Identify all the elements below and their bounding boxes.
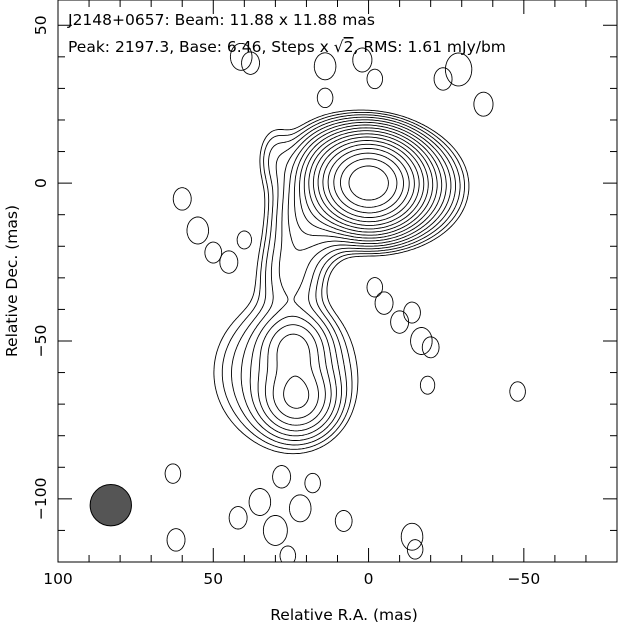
contour-level xyxy=(312,136,425,230)
negative-noise-contour xyxy=(433,67,453,91)
negative-noise-contour xyxy=(219,250,239,274)
contour-level xyxy=(272,127,438,419)
contour-level xyxy=(317,140,420,226)
positive-noise-contour xyxy=(166,528,186,552)
contour-level xyxy=(231,114,461,446)
contours xyxy=(213,109,470,455)
positive-noise-contour xyxy=(390,310,410,334)
contour-level xyxy=(322,143,415,223)
negative-noise-contour xyxy=(272,465,292,489)
positive-noise-contour xyxy=(509,381,526,402)
negative-noise-contour xyxy=(236,230,252,250)
y-axis-label: Relative Dec. (mas) xyxy=(3,205,21,357)
x-tick-label: 50 xyxy=(203,570,223,588)
contour-level xyxy=(308,133,429,233)
negative-noise-contour xyxy=(172,187,192,211)
contour-level xyxy=(264,124,443,426)
title-line-1: J2148+0657: Beam: 11.88 x 11.88 mas xyxy=(67,11,375,29)
x-tick-label: 100 xyxy=(43,570,73,588)
negative-noise-contour xyxy=(248,488,272,516)
positive-noise-contour xyxy=(400,522,424,551)
negative-noise-contour xyxy=(316,87,334,109)
negative-noise-contour xyxy=(186,216,209,245)
positive-noise-contour xyxy=(229,42,253,71)
negative-noise-contour xyxy=(419,375,436,395)
negative-noise-contour xyxy=(352,47,373,73)
negative-noise-contour xyxy=(304,472,321,494)
negative-noise-contour xyxy=(279,545,297,562)
negative-noise-contour xyxy=(421,336,440,359)
negative-noise-contour xyxy=(313,52,337,81)
contour-level xyxy=(348,165,389,201)
negative-noise-contour xyxy=(366,68,384,90)
title-line-2-suffix: , RMS: 1.61 mJy/bm xyxy=(353,38,505,56)
y-tick-label: 0 xyxy=(32,178,50,188)
positive-noise-contour xyxy=(406,539,424,560)
negative-noise-contour xyxy=(374,291,394,315)
x-tick-label: 0 xyxy=(364,570,374,588)
negative-noise-contour xyxy=(262,514,288,546)
positive-noise-contour xyxy=(241,51,260,75)
positive-noise-contour xyxy=(334,510,353,532)
y-tick-labels: 50 0 −50 −100 xyxy=(32,15,50,520)
plot-frame xyxy=(57,0,618,563)
contour-level xyxy=(213,109,470,455)
contour-level xyxy=(240,116,456,441)
noise-contours xyxy=(164,42,526,562)
negative-noise-contour xyxy=(228,506,248,530)
sqrt-symbol: √ xyxy=(334,38,344,56)
contour-level xyxy=(333,152,404,214)
x-axis-label: Relative R.A. (mas) xyxy=(270,606,418,624)
title-line-2: Peak: 2197.3, Base: 6.46, Steps x √2, RM… xyxy=(68,38,506,56)
negative-noise-contour xyxy=(366,277,384,298)
y-tick-label: −50 xyxy=(32,325,50,358)
negative-noise-contour xyxy=(288,494,312,523)
negative-noise-contour xyxy=(410,327,433,355)
title-line-2-prefix: Peak: 2197.3, Base: 6.46, Steps x xyxy=(68,38,334,56)
y-tick-label: −100 xyxy=(32,478,50,521)
title-line-2-sqrt: 2 xyxy=(344,38,354,56)
contour-level xyxy=(221,111,466,450)
axis-ticks xyxy=(57,0,618,563)
positive-noise-contour xyxy=(444,52,473,87)
positive-noise-contour xyxy=(473,91,494,117)
negative-noise-contour xyxy=(204,241,223,264)
contour-level xyxy=(257,121,447,432)
contour-level xyxy=(327,147,410,218)
contour-level xyxy=(339,158,398,208)
beam-ellipse xyxy=(89,484,132,527)
y-tick-label: 50 xyxy=(32,15,50,35)
contour-level xyxy=(283,130,434,409)
x-tick-label: −50 xyxy=(507,570,540,588)
negative-noise-contour xyxy=(403,301,421,324)
contour-level xyxy=(249,119,452,437)
positive-noise-contour xyxy=(164,463,182,484)
x-tick-labels: 100 50 0 −50 xyxy=(43,570,540,588)
